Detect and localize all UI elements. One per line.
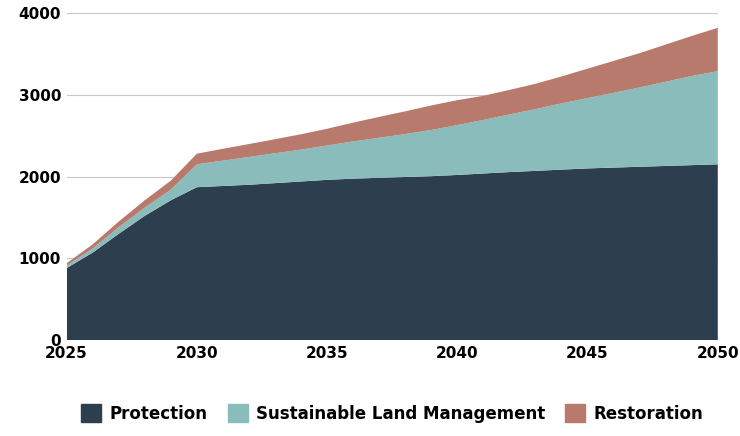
Legend: Protection, Sustainable Land Management, Restoration: Protection, Sustainable Land Management,… bbox=[75, 398, 710, 429]
